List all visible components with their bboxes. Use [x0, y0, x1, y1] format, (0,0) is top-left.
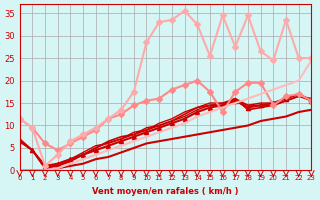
- X-axis label: Vent moyen/en rafales ( km/h ): Vent moyen/en rafales ( km/h ): [92, 187, 239, 196]
